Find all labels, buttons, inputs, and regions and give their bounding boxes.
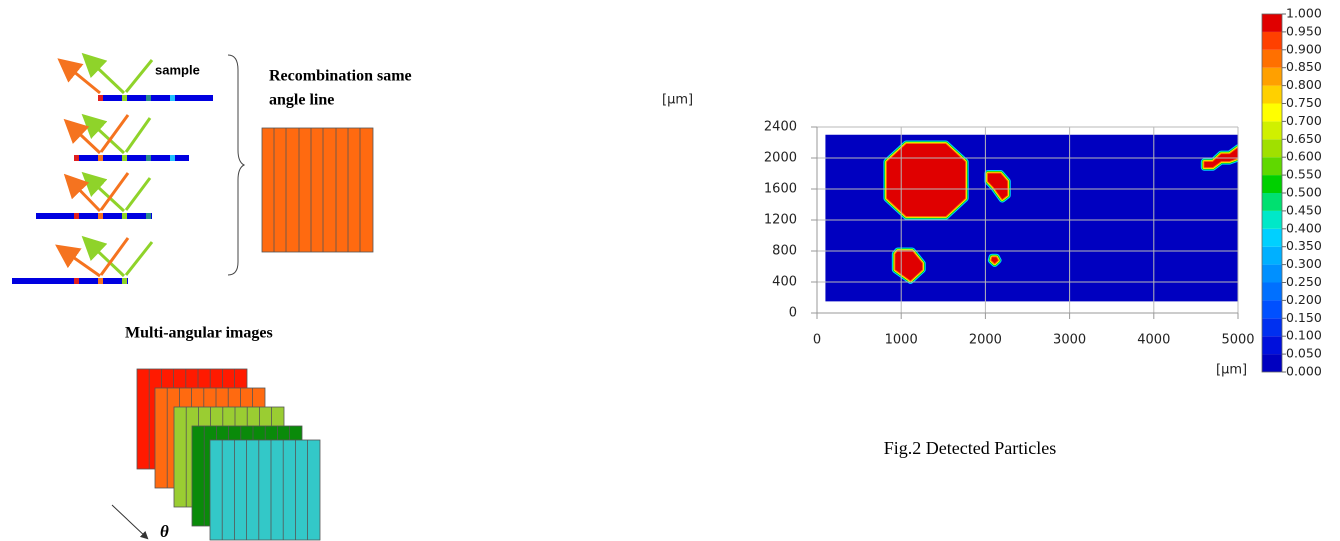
y-tick-label: 0	[789, 306, 797, 321]
colorbar-label: 0.350	[1286, 238, 1322, 253]
colorbar-segment	[1262, 265, 1282, 283]
colorbar-segment	[1262, 336, 1282, 354]
colorbar-segment	[1262, 86, 1282, 104]
y-tick-label: 2400	[764, 120, 797, 135]
colorbar-segment	[1262, 68, 1282, 86]
colorbar-label: 0.200	[1286, 292, 1322, 307]
sample-label: sample	[155, 62, 200, 77]
colorbar-label: 0.000	[1286, 364, 1322, 379]
y-tick-label: 800	[772, 244, 797, 259]
x-tick-label: 5000	[1221, 333, 1254, 348]
colorbar-label: 0.500	[1286, 185, 1322, 200]
theta-arrow	[112, 505, 147, 538]
y-tick-label: 400	[772, 275, 797, 290]
colorbar-label: 0.100	[1286, 328, 1322, 343]
x-tick-label: 1000	[885, 333, 918, 348]
colorbar-segment	[1262, 14, 1282, 32]
colorbar-segment	[1262, 229, 1282, 247]
x-axis-label: [µm]	[1216, 363, 1247, 378]
brace	[228, 55, 244, 275]
colorbar-label: 0.400	[1286, 220, 1322, 235]
recombination-label: angle line	[269, 92, 334, 109]
colorbar-label: 0.700	[1286, 113, 1322, 128]
image-stack	[137, 369, 320, 540]
image-layer	[210, 440, 320, 540]
colorbar-segment	[1262, 32, 1282, 50]
x-tick-label: 0	[813, 333, 821, 348]
colorbar-label: 1.000	[1286, 6, 1322, 21]
figure: sample Recombination same angle line Mul…	[0, 0, 1340, 541]
plot-area	[825, 135, 1238, 302]
multi-angular-label: Multi-angular images	[125, 325, 273, 342]
colorbar-segment	[1262, 50, 1282, 68]
x-tick-label: 3000	[1053, 333, 1086, 348]
colorbar-segment	[1262, 354, 1282, 372]
colorbar-label: 0.600	[1286, 149, 1322, 164]
colorbar-segment	[1262, 193, 1282, 211]
y-axis-label: [µm]	[662, 93, 693, 108]
y-tick-label: 2000	[764, 151, 797, 166]
colorbar-label: 0.550	[1286, 167, 1322, 182]
caption: Fig.2 Detected Particles	[884, 438, 1056, 458]
colorbar-label: 0.250	[1286, 274, 1322, 289]
colorbar-segment	[1262, 175, 1282, 193]
colorbar-label: 0.150	[1286, 310, 1322, 325]
diagram: sample Recombination same angle line Mul…	[12, 55, 412, 541]
colorbar-segment	[1262, 139, 1282, 157]
y-tick-label: 1200	[764, 213, 797, 228]
colorbar-segment	[1262, 211, 1282, 229]
colorbar-segment	[1262, 318, 1282, 336]
colorbar-label: 0.750	[1286, 95, 1322, 110]
colorbar-label: 0.650	[1286, 131, 1322, 146]
colorbar-label: 0.850	[1286, 59, 1322, 74]
theta-label: θ	[160, 522, 169, 541]
colorbar-segment	[1262, 121, 1282, 139]
colorbar-segment	[1262, 104, 1282, 122]
colorbar-label: 0.300	[1286, 256, 1322, 271]
colorbar-segment	[1262, 300, 1282, 318]
chart: 0 1000 2000 3000 4000 5000 0 400 800 1200 1600 2000…	[662, 6, 1322, 459]
recombined-line	[262, 128, 373, 252]
recombination-label: Recombination same	[269, 68, 412, 85]
colorbar-segment	[1262, 247, 1282, 265]
colorbar-label: 0.800	[1286, 77, 1322, 92]
colorbar-label: 0.450	[1286, 202, 1322, 217]
colorbar-label: 0.950	[1286, 23, 1322, 38]
colorbar-segment	[1262, 283, 1282, 301]
rays	[60, 57, 152, 276]
particle	[887, 144, 965, 216]
y-tick-label: 1600	[764, 182, 797, 197]
colorbar-label: 0.900	[1286, 41, 1322, 56]
colorbar-label: 0.050	[1286, 346, 1322, 361]
x-tick-label: 4000	[1137, 333, 1170, 348]
sample-bars	[12, 95, 213, 284]
x-tick-label: 2000	[969, 333, 1002, 348]
colorbar-segment	[1262, 157, 1282, 175]
